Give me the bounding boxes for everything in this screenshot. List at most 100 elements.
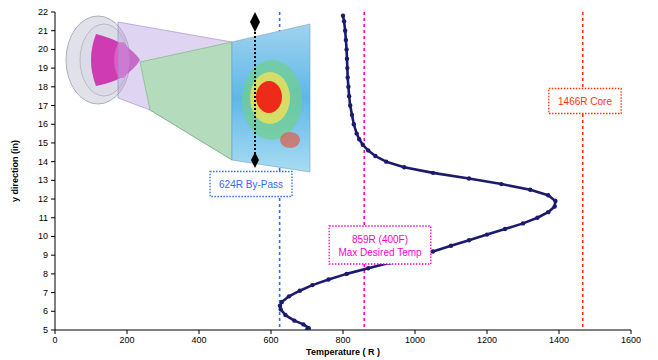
data-point [402, 165, 406, 169]
data-point [344, 47, 348, 51]
x-tick-label: 1600 [621, 335, 641, 345]
data-point [310, 283, 314, 287]
x-tick-label: 400 [191, 335, 206, 345]
exit-face [232, 24, 310, 172]
reference-line [363, 12, 365, 330]
y-tick-label: 17 [38, 101, 48, 111]
y-tick-label: 21 [38, 26, 48, 36]
reference-label: 624R By-Pass [210, 172, 292, 197]
y-axis-title: y direction (in) [10, 140, 20, 202]
y-tick-label: 14 [38, 157, 48, 167]
data-point [373, 154, 377, 158]
y-tick-label: 22 [38, 7, 48, 17]
inset-illustration [66, 12, 310, 172]
reference-label-text: Max Desired Temp [338, 247, 422, 258]
label-box [549, 89, 621, 114]
duct-body [140, 42, 232, 160]
y-tick-label: 5 [43, 325, 48, 335]
y-tick [51, 180, 55, 181]
data-point [499, 182, 503, 186]
data-point [283, 313, 287, 317]
y-tick-label: 11 [39, 213, 48, 223]
data-point [467, 176, 471, 180]
data-point [350, 113, 354, 117]
data-point [431, 249, 435, 253]
data-point [535, 216, 539, 220]
data-point [345, 57, 349, 61]
y-tick [51, 292, 55, 293]
data-point [279, 307, 283, 311]
survey-end-bottom [251, 152, 259, 168]
y-tick [51, 12, 55, 13]
reference-line [582, 12, 584, 330]
data-point [298, 289, 302, 293]
reference-lines [280, 12, 583, 330]
data-point [384, 159, 388, 163]
data-point [485, 232, 489, 236]
y-tick [51, 142, 55, 143]
label-box [210, 172, 292, 197]
y-tick [51, 217, 55, 218]
y-tick-label: 13 [38, 175, 48, 185]
x-tick-label: 200 [119, 335, 134, 345]
data-point [343, 29, 347, 33]
data-point [278, 303, 282, 307]
y-tick-label: 6 [43, 306, 48, 316]
data-point [553, 199, 557, 203]
y-tick [51, 86, 55, 87]
reference-label-text: 859R (400F) [352, 234, 408, 245]
data-point [346, 85, 350, 89]
data-point [344, 38, 348, 42]
data-point [341, 14, 345, 18]
reference-label: 859R (400F) Max Desired Temp [329, 226, 431, 264]
x-tick-label: 1200 [477, 335, 497, 345]
y-axis [55, 12, 56, 330]
x-tick-label: 600 [263, 335, 278, 345]
data-point [546, 193, 550, 197]
y-tick [51, 49, 55, 50]
data-point [431, 171, 435, 175]
y-tick-label: 15 [38, 138, 48, 148]
series-group [278, 14, 558, 330]
x-tick-label: 800 [335, 335, 350, 345]
data-point [326, 277, 330, 281]
data-point [352, 122, 356, 126]
x-tick [55, 330, 56, 334]
x-tick [487, 330, 488, 334]
y-tick [51, 273, 55, 274]
x-tick [127, 330, 128, 334]
data-point [366, 266, 370, 270]
y-tick-label: 12 [38, 194, 48, 204]
y-tick [51, 30, 55, 31]
duct-shell [118, 22, 232, 160]
data-point [280, 300, 284, 304]
data-point [503, 227, 507, 231]
data-point [552, 204, 556, 208]
data-point [345, 75, 349, 79]
data-point [292, 318, 296, 322]
y-tick [51, 199, 55, 200]
x-tick [199, 330, 200, 334]
data-point [361, 143, 365, 147]
data-point [546, 210, 550, 214]
y-tick [51, 255, 55, 256]
y-tick-label: 16 [38, 119, 48, 129]
y-tick-label: 19 [38, 63, 48, 73]
x-axis-title: Temperature ( R ) [306, 347, 380, 357]
data-point [307, 326, 311, 330]
data-point [348, 103, 352, 107]
y-tick [51, 105, 55, 106]
x-tick [559, 330, 560, 334]
y-tick-label: 18 [38, 82, 48, 92]
data-point [347, 94, 351, 98]
x-tick [271, 330, 272, 334]
contour-green [242, 60, 302, 140]
y-tick [51, 124, 55, 125]
data-point [287, 294, 291, 298]
y-tick-label: 7 [43, 288, 48, 298]
contour-spot [280, 132, 300, 148]
reference-label-text: 1466R Core [558, 96, 612, 107]
survey-line [254, 24, 256, 158]
contour-red [256, 81, 282, 113]
x-tick-label: 0 [52, 335, 57, 345]
